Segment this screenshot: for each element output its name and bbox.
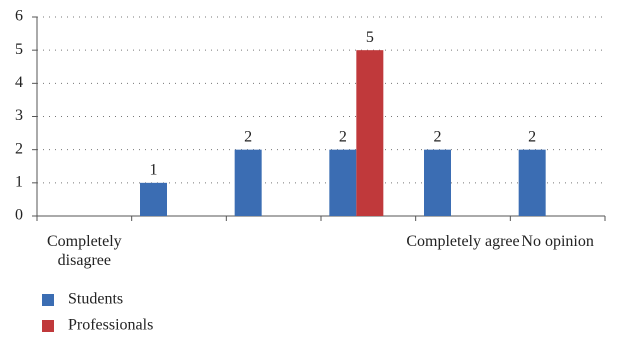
value-label: 2	[434, 128, 442, 145]
value-label: 2	[244, 128, 252, 145]
y-tick-label: 0	[15, 207, 23, 224]
legend-swatch	[42, 320, 54, 332]
x-tick-label: No opinion	[521, 233, 594, 250]
bar	[329, 149, 357, 216]
legend-label: Professionals	[68, 317, 153, 334]
y-tick-label: 3	[15, 107, 23, 124]
bar	[518, 149, 546, 216]
x-tick-label: Completely agree	[406, 233, 520, 250]
y-tick-label: 2	[15, 140, 23, 157]
value-label: 1	[150, 162, 158, 179]
y-tick-label: 5	[15, 41, 23, 58]
value-label: 5	[366, 29, 374, 46]
y-tick-label: 6	[15, 8, 23, 25]
legend-swatch	[42, 294, 54, 306]
x-tick-label: Completely disagree	[47, 233, 122, 269]
bar	[140, 182, 167, 216]
y-tick-label: 4	[15, 74, 23, 91]
value-label: 2	[339, 128, 347, 145]
value-label: 2	[528, 128, 536, 145]
bar	[424, 149, 451, 216]
legend-label: Students	[68, 291, 123, 308]
bar	[356, 50, 384, 216]
bar	[234, 149, 262, 216]
y-tick-label: 1	[15, 174, 23, 191]
